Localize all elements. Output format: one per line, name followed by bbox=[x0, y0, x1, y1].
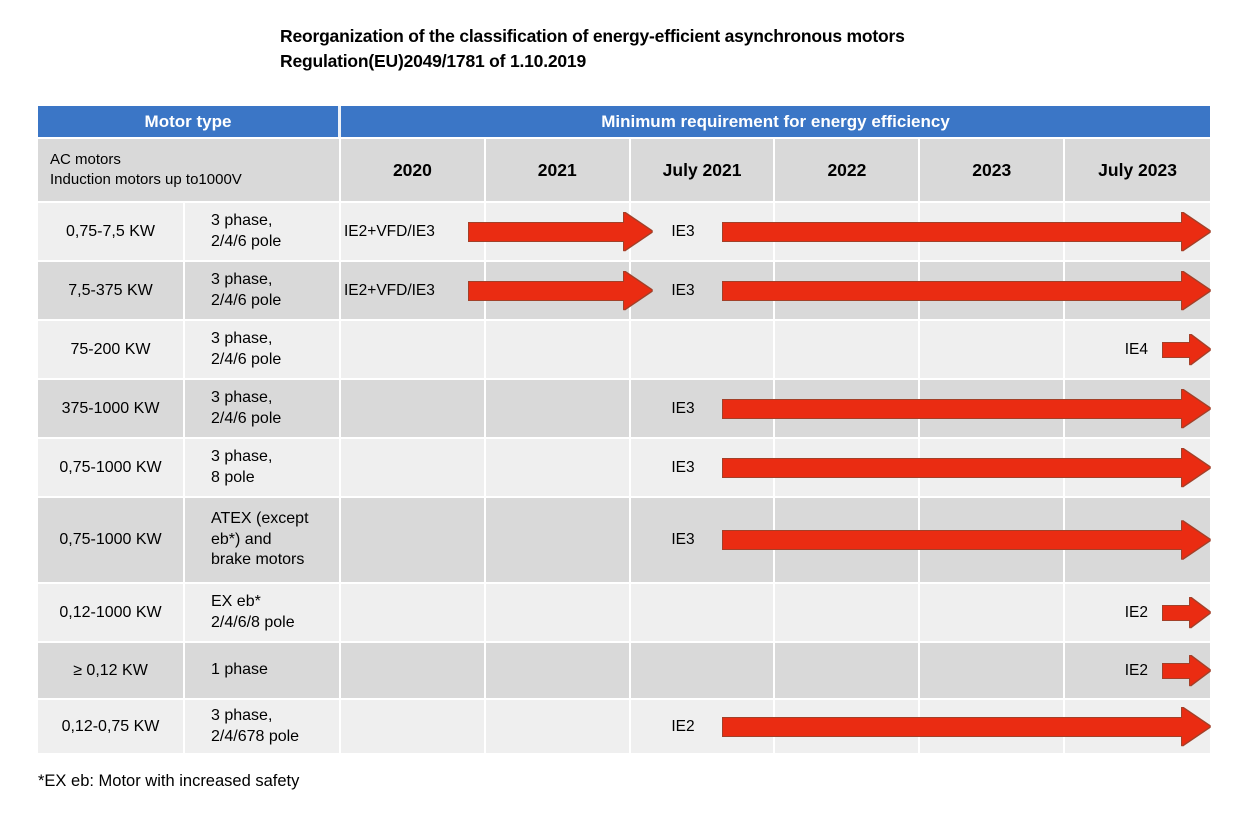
motor-type-line: 2/4/678 pole bbox=[211, 727, 300, 745]
timeline-arrow bbox=[723, 271, 1210, 310]
power-range-cell: 0,75-1000 KW bbox=[38, 498, 185, 582]
timeline-arrow bbox=[469, 271, 652, 310]
motor-type-cell: 3 phase, 2/4/6 pole bbox=[185, 262, 341, 319]
table-row: 7,5-375 KW 3 phase, 2/4/6 pole IE2+VFD/I… bbox=[38, 262, 1210, 321]
year-header-cells: 2020 2021 July 2021 2022 2023 July 2023 bbox=[341, 139, 1210, 201]
timeline-cell: IE3 bbox=[341, 498, 1210, 582]
efficiency-label: IE2+VFD/IE3 bbox=[344, 281, 435, 299]
motor-type-line: 2/4/6 pole bbox=[211, 232, 282, 250]
title-line-1: Reorganization of the classification of … bbox=[280, 26, 905, 46]
table-row: 375-1000 KW 3 phase, 2/4/6 pole IE3 bbox=[38, 380, 1210, 439]
requirement-header: Minimum requirement for energy efficienc… bbox=[341, 106, 1210, 137]
timeline-arrow bbox=[469, 212, 652, 251]
motor-category-cell: AC motors Induction motors up to1000V bbox=[38, 139, 341, 201]
motor-type-cell: 3 phase, 2/4/6 pole bbox=[185, 203, 341, 260]
year-header-2021: 2021 bbox=[486, 139, 631, 201]
motor-type-line: 2/4/6 pole bbox=[211, 409, 282, 427]
timeline-cell: IE3 bbox=[341, 380, 1210, 437]
page-title: Reorganization of the classification of … bbox=[280, 24, 905, 75]
motor-type-line: brake motors bbox=[211, 551, 305, 569]
efficiency-label: IE3 bbox=[671, 458, 695, 476]
motor-type-line: ATEX (except bbox=[211, 509, 309, 527]
power-range-cell: 375-1000 KW bbox=[38, 380, 185, 437]
efficiency-label: IE2 bbox=[1124, 603, 1148, 621]
timeline-cell: IE3 bbox=[341, 439, 1210, 496]
power-range-cell: 0,75-7,5 KW bbox=[38, 203, 185, 260]
power-range-cell: 7,5-375 KW bbox=[38, 262, 185, 319]
table-subheader-row: AC motors Induction motors up to1000V 20… bbox=[38, 139, 1210, 203]
motor-type-line: 2/4/6/8 pole bbox=[211, 613, 295, 631]
motor-category-line1: AC motors bbox=[50, 150, 121, 168]
table-row: 0,75-1000 KW ATEX (except eb*) and brake… bbox=[38, 498, 1210, 584]
motor-type-cell: 3 phase, 2/4/678 pole bbox=[185, 700, 341, 753]
efficiency-label: IE3 bbox=[671, 531, 695, 548]
power-range-cell: 75-200 KW bbox=[38, 321, 185, 378]
table-row: 0,12-1000 KW EX eb* 2/4/6/8 pole IE2 bbox=[38, 584, 1210, 643]
timeline-arrow bbox=[723, 212, 1210, 251]
timeline-arrow bbox=[1163, 655, 1210, 686]
motor-type-line: 3 phase, bbox=[211, 270, 273, 288]
efficiency-label: IE2 bbox=[1124, 661, 1148, 679]
efficiency-label: IE2+VFD/IE3 bbox=[344, 222, 435, 240]
motor-type-cell: EX eb* 2/4/6/8 pole bbox=[185, 584, 341, 641]
motor-type-line: 8 pole bbox=[211, 468, 255, 486]
motor-type-line: 3 phase, bbox=[211, 211, 273, 229]
table-row: 0,75-7,5 KW 3 phase, 2/4/6 pole IE2+VFD/… bbox=[38, 203, 1210, 262]
timeline-arrow bbox=[1163, 597, 1210, 628]
efficiency-label: IE4 bbox=[1124, 340, 1148, 358]
year-grid bbox=[341, 643, 1210, 698]
table-row: 0,75-1000 KW 3 phase, 8 pole IE3 bbox=[38, 439, 1210, 498]
motor-type-line: 3 phase, bbox=[211, 706, 273, 724]
year-header-2023: 2023 bbox=[920, 139, 1066, 201]
motor-type-cell: 1 phase bbox=[185, 643, 341, 698]
motor-type-line: eb*) and bbox=[211, 530, 272, 548]
motor-type-header: Motor type bbox=[38, 106, 341, 137]
footnote: *EX eb: Motor with increased safety bbox=[38, 772, 300, 790]
timeline-arrow bbox=[723, 389, 1210, 428]
efficiency-label: IE3 bbox=[671, 281, 695, 299]
year-grid bbox=[341, 584, 1210, 641]
efficiency-label: IE3 bbox=[671, 399, 695, 417]
efficiency-label: IE2 bbox=[671, 717, 695, 735]
motor-type-line: 3 phase, bbox=[211, 388, 273, 406]
year-grid bbox=[341, 321, 1210, 378]
year-header-2020: 2020 bbox=[341, 139, 486, 201]
motor-type-line: 2/4/6 pole bbox=[211, 291, 282, 309]
timeline-arrow bbox=[723, 707, 1210, 746]
timeline-cell: IE4 bbox=[341, 321, 1210, 378]
year-header-2022: 2022 bbox=[775, 139, 921, 201]
table-row: ≥ 0,12 KW 1 phase IE2 bbox=[38, 643, 1210, 700]
power-range-cell: 0,12-0,75 KW bbox=[38, 700, 185, 753]
motor-type-cell: 3 phase, 2/4/6 pole bbox=[185, 321, 341, 378]
motor-type-line: 3 phase, bbox=[211, 329, 273, 347]
timeline-cell: IE2+VFD/IE3 IE3 bbox=[341, 262, 1210, 319]
year-header-july-2023: July 2023 bbox=[1098, 159, 1177, 180]
efficiency-label: IE3 bbox=[671, 222, 695, 240]
motor-type-line: 2/4/6 pole bbox=[211, 350, 282, 368]
motor-type-cell: 3 phase, 2/4/6 pole bbox=[185, 380, 341, 437]
power-range-cell: ≥ 0,12 KW bbox=[38, 643, 185, 698]
motor-type-line: EX eb* bbox=[211, 592, 261, 610]
motor-type-cell: 3 phase, 8 pole bbox=[185, 439, 341, 496]
table-header-row: Motor type Minimum requirement for energ… bbox=[38, 106, 1210, 139]
timeline-cell: IE2 bbox=[341, 643, 1210, 698]
power-range-cell: 0,75-1000 KW bbox=[38, 439, 185, 496]
motor-category-line2: Induction motors up to1000V bbox=[50, 171, 242, 188]
table-row: 75-200 KW 3 phase, 2/4/6 pole IE4 bbox=[38, 321, 1210, 380]
motor-type-cell: ATEX (except eb*) and brake motors bbox=[185, 498, 341, 582]
table-row: 0,12-0,75 KW 3 phase, 2/4/678 pole IE2 bbox=[38, 700, 1210, 755]
timeline-cell: IE2+VFD/IE3 IE3 bbox=[341, 203, 1210, 260]
power-range-cell: 0,12-1000 KW bbox=[38, 584, 185, 641]
timeline-cell: IE2 bbox=[341, 584, 1210, 641]
year-header-july-2021: July 2021 bbox=[631, 139, 776, 201]
title-line-2: Regulation(EU)2049/1781 of 1.10.2019 bbox=[280, 51, 586, 72]
classification-table: Motor type Minimum requirement for energ… bbox=[38, 106, 1210, 755]
timeline-arrow bbox=[723, 521, 1210, 559]
motor-type-line: 1 phase bbox=[211, 661, 268, 679]
timeline-arrow bbox=[1163, 334, 1210, 365]
timeline-arrow bbox=[723, 448, 1210, 487]
timeline-cell: IE2 bbox=[341, 700, 1210, 753]
motor-type-line: 3 phase, bbox=[211, 447, 273, 465]
